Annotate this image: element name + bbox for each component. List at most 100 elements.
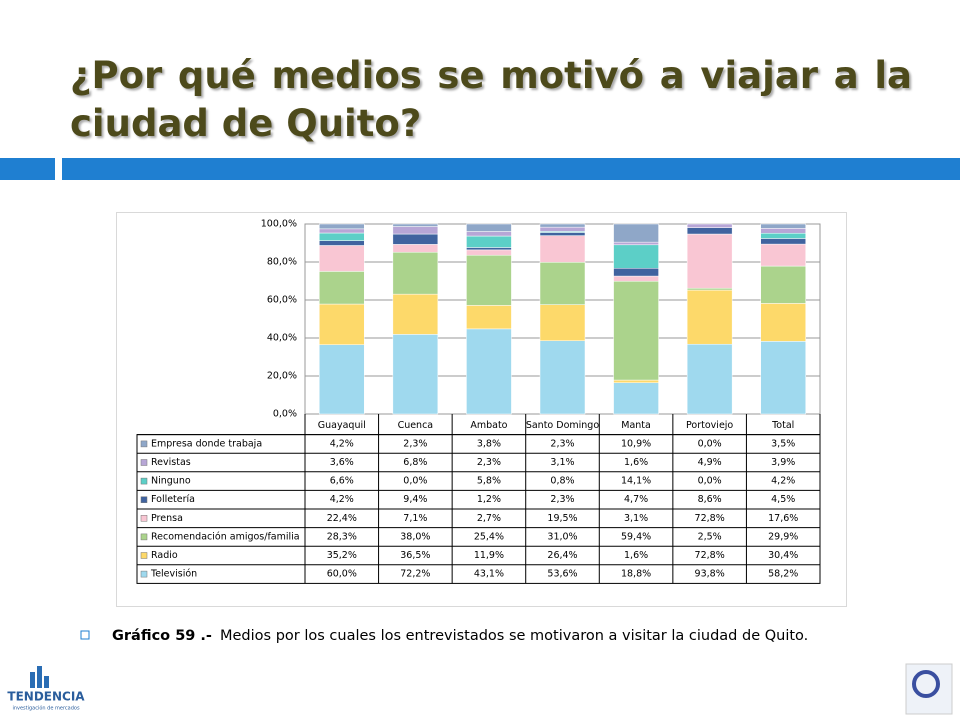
bullet [80, 630, 90, 640]
table-value: 35,2% [327, 550, 357, 561]
bar-segment [613, 223, 659, 243]
bar-segment [760, 238, 806, 245]
table-value: 3,5% [771, 438, 795, 449]
table-value: 3,8% [477, 438, 501, 449]
bar-segment [466, 235, 512, 248]
bar-segment [392, 223, 439, 227]
table-value: 4,2% [771, 476, 795, 487]
bar-segment [760, 341, 806, 415]
bar-segment [392, 226, 439, 235]
table-value: 6,8% [403, 457, 427, 468]
bar-segment [760, 303, 806, 342]
table-value: 60,0% [327, 569, 357, 580]
x-tick-label: Cuenca [398, 420, 434, 431]
bar-segment [760, 232, 806, 239]
bar-segment [539, 232, 586, 236]
bar-segment [466, 231, 512, 237]
table-value: 0,0% [698, 438, 722, 449]
table-value: 0,0% [698, 476, 722, 487]
bar-segment [392, 233, 439, 245]
bar-segment [686, 223, 733, 228]
logo-icon [30, 666, 49, 688]
bar-segment [319, 223, 365, 230]
table-value: 8,6% [698, 494, 722, 505]
bar-segment [392, 293, 439, 335]
table-value: 2,7% [477, 513, 501, 524]
table-value: 29,9% [768, 531, 798, 542]
table-value: 6,6% [330, 476, 354, 487]
bar-segment [613, 241, 659, 246]
bar-segment [686, 233, 733, 289]
table-value: 5,8% [477, 476, 501, 487]
table-value: 4,2% [330, 494, 354, 505]
x-tick-label: Santo Domingo [526, 420, 600, 431]
bar-segment [760, 223, 806, 229]
table-value: 17,6% [768, 513, 798, 524]
bar-segment [466, 328, 512, 415]
bar-segment [613, 379, 659, 383]
table-value: 4,2% [330, 438, 354, 449]
table-value: 2,3% [550, 438, 574, 449]
logo-text: TENDENCIA [7, 690, 85, 704]
table-value: 10,9% [621, 438, 651, 449]
legend-label: Empresa donde trabaja [151, 438, 262, 449]
table-value: 30,4% [768, 550, 798, 561]
bar-segment [686, 287, 733, 291]
bar-segment [613, 275, 659, 282]
slide-title: ¿Por qué medios se motivó a viajar a la … [70, 54, 912, 145]
bar-segment [319, 228, 365, 234]
bar-segment [539, 235, 586, 263]
table-value: 93,8% [695, 569, 725, 580]
table-value: 9,4% [403, 494, 427, 505]
table-value: 3,9% [771, 457, 795, 468]
table-value: 31,0% [547, 531, 577, 542]
x-tick-label: Ambato [470, 420, 507, 431]
bar-segment [613, 244, 659, 269]
legend-label: Televisión [150, 569, 197, 580]
bar-segment [760, 265, 806, 304]
table-value: 4,9% [698, 457, 722, 468]
bar-segment [613, 280, 659, 381]
table-value: 59,4% [621, 531, 651, 542]
bar-segment [539, 223, 586, 228]
logo-subtext: investigación de mercados [12, 705, 80, 712]
table-value: 11,9% [474, 550, 504, 561]
legend-swatch [140, 440, 148, 448]
bar-segment [392, 244, 439, 253]
header-bar [62, 158, 960, 180]
legend-label: Prensa [151, 513, 183, 524]
table-value: 72,8% [695, 550, 725, 561]
table-value: 2,3% [550, 494, 574, 505]
table-value: 2,5% [698, 531, 722, 542]
bar-segment [686, 227, 733, 235]
bar-segment [319, 240, 365, 246]
legend-label: Ninguno [151, 476, 191, 487]
table-value: 53,6% [547, 569, 577, 580]
legend-swatch [140, 552, 148, 559]
table-value: 36,5% [400, 550, 430, 561]
table-value: 0,8% [550, 476, 574, 487]
y-tick-label: 60,0% [267, 295, 297, 306]
table-value: 22,4% [327, 513, 357, 524]
bar-segment [539, 226, 586, 232]
bar-segment [319, 245, 365, 272]
table-value: 3,1% [550, 457, 574, 468]
bar-segment [319, 303, 365, 345]
table-value: 3,1% [624, 513, 648, 524]
table-value: 38,0% [400, 531, 430, 542]
table-value: 72,2% [400, 569, 430, 580]
legend-swatch [140, 515, 148, 522]
bar-segment [466, 249, 512, 256]
table-value: 26,4% [547, 550, 577, 561]
x-tick-label: Portoviejo [686, 420, 733, 431]
y-tick-label: 100,0% [261, 219, 297, 230]
bar-segment [319, 271, 365, 305]
legend-label: Revistas [151, 457, 191, 468]
table-value: 25,4% [474, 531, 504, 542]
caption-label: Gráfico 59 .- [112, 628, 212, 644]
x-tick-label: Manta [621, 420, 651, 431]
bar-segment [319, 232, 365, 241]
x-tick-label: Total [771, 420, 794, 431]
